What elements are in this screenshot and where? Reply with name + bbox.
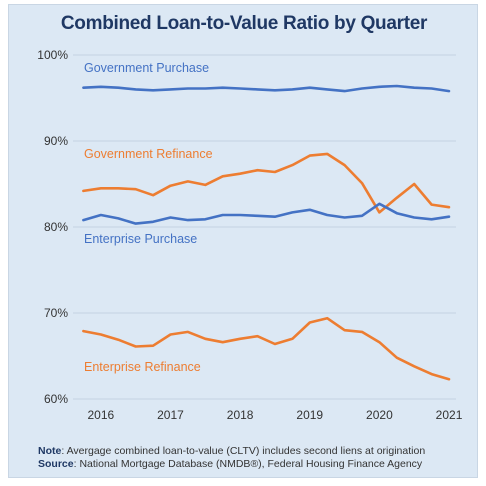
- note-line: Note: Avergage combined loan-to-value (C…: [38, 445, 478, 458]
- x-tick-label: 2016: [88, 408, 115, 422]
- y-tick-label: 100%: [37, 48, 68, 62]
- y-tick-labels: 60% 70% 80% 90% 100%: [37, 48, 68, 406]
- chart-frame: Combined Loan-to-Value Ratio by Quarter …: [8, 4, 478, 478]
- series-label-3: Enterprise Purchase: [84, 232, 197, 246]
- series-line-2: [82, 152, 451, 214]
- source-text: : National Mortgage Database (NMDB®), Fe…: [73, 458, 423, 470]
- series-label-1: Government Purchase: [84, 61, 209, 75]
- gridlines: [73, 54, 456, 400]
- x-tick-label: 2020: [366, 408, 393, 422]
- line-chart: 60% 70% 80% 90% 100% 2016 2017 2018 2019 2020 202…: [37, 48, 463, 422]
- note-text: : Avergage combined loan-to-value (CLTV)…: [61, 445, 426, 457]
- x-tick-label: 2019: [296, 408, 323, 422]
- series-lines: [82, 84, 451, 381]
- x-tick-labels: 2016 2017 2018 2019 2020 2021: [88, 408, 463, 422]
- y-tick-label: 90%: [44, 134, 68, 148]
- series-labels: Government Purchase Government Refinance E…: [84, 61, 213, 374]
- source-label: Source: [38, 458, 74, 470]
- note-label: Note: [38, 445, 62, 457]
- series-label-4: Enterprise Refinance: [84, 360, 201, 374]
- chart-notes: Note: Avergage combined loan-to-value (C…: [38, 445, 478, 471]
- series-line-4: [82, 316, 451, 381]
- y-tick-label: 80%: [44, 220, 68, 234]
- x-tick-label: 2021: [436, 408, 463, 422]
- series-label-2: Government Refinance: [84, 147, 213, 161]
- chart-title: Combined Loan-to-Value Ratio by Quarter: [60, 13, 428, 34]
- source-line: Source: National Mortgage Database (NMDB…: [38, 458, 478, 471]
- y-tick-label: 70%: [44, 306, 68, 320]
- y-tick-label: 60%: [44, 392, 68, 406]
- x-tick-label: 2017: [157, 408, 184, 422]
- x-tick-label: 2018: [227, 408, 254, 422]
- series-line-1: [82, 84, 451, 93]
- series-line-3: [82, 202, 451, 225]
